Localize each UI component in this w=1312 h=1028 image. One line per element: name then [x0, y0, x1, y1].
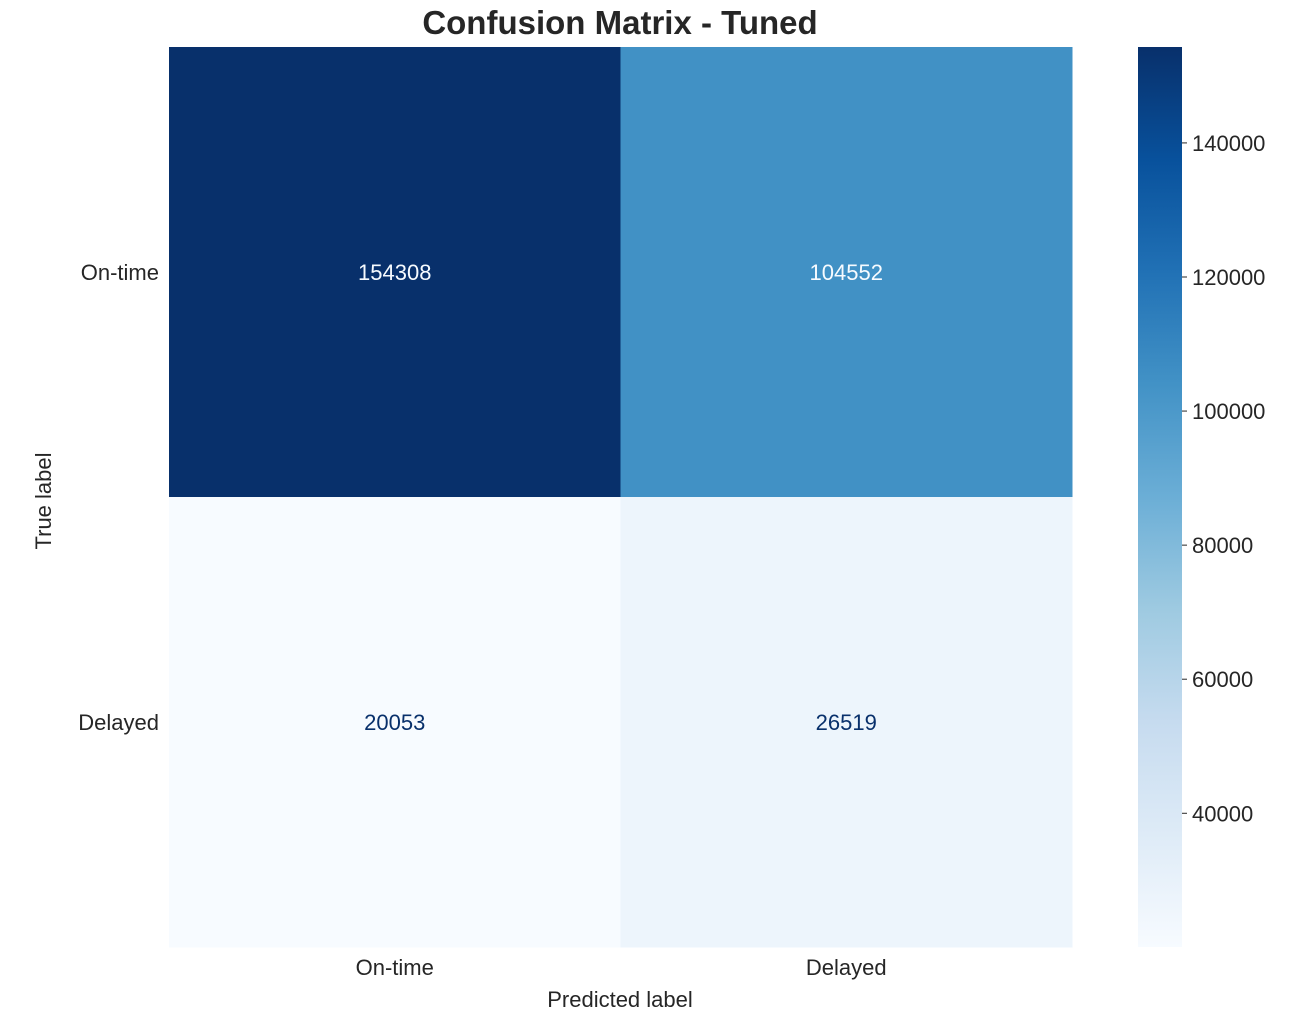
colorbar [1138, 47, 1182, 947]
heatmap-cell-r0-c1 [620, 47, 1073, 498]
cell-value-label-r0-c0: 154308 [358, 260, 431, 285]
cell-value-label-r0-c1: 104552 [810, 260, 883, 285]
heatmap-cell-r1-c0 [169, 497, 621, 948]
y-axis-label: True label [31, 452, 56, 549]
cell-value-label-r1-c1: 26519 [816, 710, 877, 735]
colorbar-tick-label-3: 100000 [1192, 399, 1265, 424]
y-tick-label-0: On-time [81, 260, 159, 285]
cell-value-label-r1-c0: 20053 [364, 710, 425, 735]
colorbar-tick-label-0: 40000 [1192, 801, 1253, 826]
colorbar-tick-label-1: 60000 [1192, 667, 1253, 692]
x-tick-label-0: On-time [356, 955, 434, 980]
heatmap-cell-r1-c1 [620, 497, 1073, 948]
colorbar-tick-label-5: 140000 [1192, 131, 1265, 156]
x-axis-label: Predicted label [547, 987, 693, 1012]
chart-title: Confusion Matrix - Tuned [422, 4, 817, 41]
colorbar-tick-label-2: 80000 [1192, 533, 1253, 558]
heatmap-cell-r0-c0 [169, 47, 621, 498]
y-tick-label-1: Delayed [78, 710, 159, 735]
colorbar-tick-label-4: 120000 [1192, 265, 1265, 290]
x-tick-label-1: Delayed [806, 955, 887, 980]
